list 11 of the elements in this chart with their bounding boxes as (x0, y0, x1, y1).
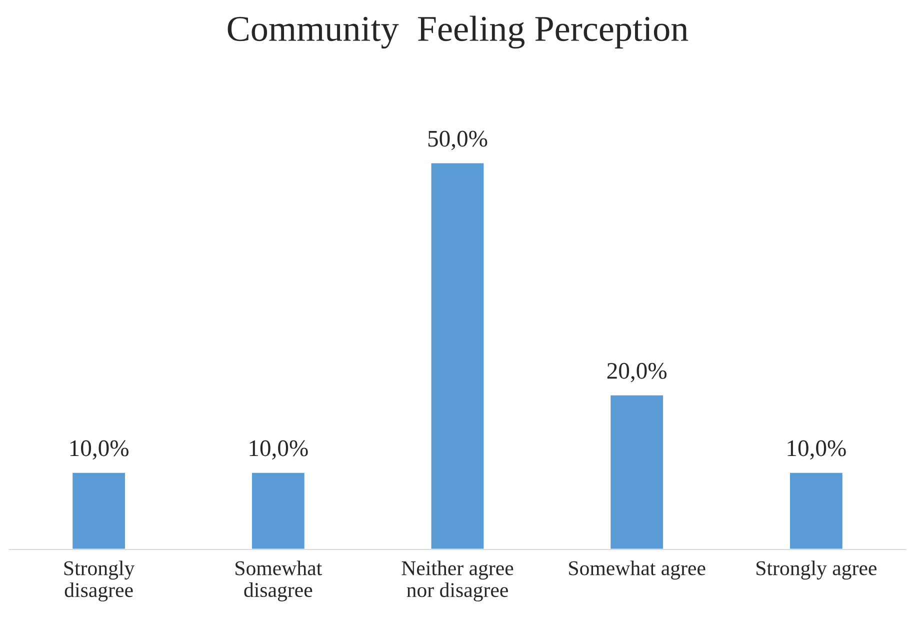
x-tick-label: Somewhat disagree (236, 560, 322, 602)
x-tick-label: Neither agree nor disagree (402, 560, 514, 602)
x-tick-label: Strongly agree (756, 560, 876, 580)
data-label: 50,0% (428, 130, 488, 150)
data-label: 10,0% (250, 440, 308, 460)
data-label: 10,0% (788, 440, 846, 460)
x-tick-label: Somewhat agree (569, 560, 706, 580)
x-tick-label: Strongly disagree (64, 560, 135, 602)
data-label: 10,0% (70, 440, 129, 460)
chart-title: Community Feeling Perception (228, 16, 688, 49)
data-label: 20,0% (607, 362, 667, 382)
